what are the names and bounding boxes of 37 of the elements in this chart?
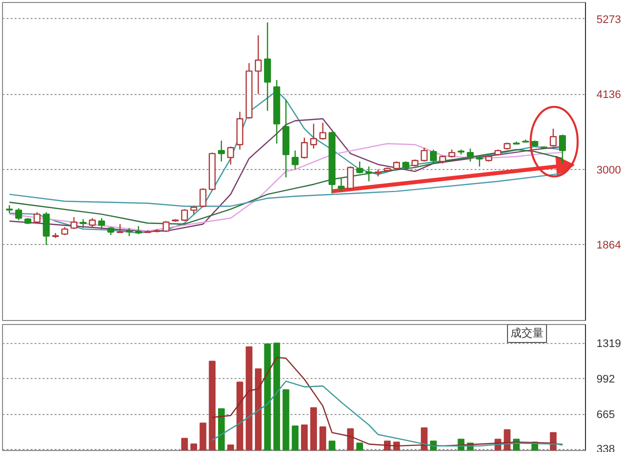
line-series <box>212 380 564 447</box>
line-series <box>212 356 564 447</box>
candlestick <box>70 216 78 230</box>
candlestick <box>420 146 428 162</box>
candlestick <box>550 128 557 148</box>
y-tick-label: 1864 <box>596 240 621 252</box>
candlestick <box>227 146 234 166</box>
candlestick <box>15 208 22 221</box>
candlestick <box>365 166 372 182</box>
candlestick <box>80 218 87 229</box>
y-tick-label: 665 <box>596 409 615 422</box>
candlestick <box>98 218 106 230</box>
candlestick <box>254 34 262 95</box>
y-tick-label: 992 <box>596 374 615 386</box>
candlestick <box>181 208 188 222</box>
candlestick <box>430 148 437 164</box>
candlestick <box>356 160 364 174</box>
candlestick <box>476 156 483 168</box>
candlestick <box>338 178 345 192</box>
candlestick <box>34 212 41 224</box>
candlestick <box>310 123 318 150</box>
annotation: 成交量 <box>510 326 544 340</box>
candlestick <box>126 227 133 237</box>
candlestick <box>466 148 474 162</box>
candlestick <box>162 220 170 233</box>
candlestick <box>347 166 354 190</box>
y-tick-label: 1319 <box>596 338 621 350</box>
y-tick-label: 4136 <box>596 89 621 102</box>
candlestick <box>319 122 326 140</box>
candlestick <box>292 150 299 170</box>
candlestick <box>559 134 566 164</box>
candlestick <box>300 137 308 160</box>
y-tick-label: 5273 <box>596 14 621 26</box>
y-tick-label: 3000 <box>596 164 621 176</box>
candlestick <box>42 212 50 246</box>
candlestick <box>264 22 271 112</box>
candlestick <box>218 140 225 162</box>
